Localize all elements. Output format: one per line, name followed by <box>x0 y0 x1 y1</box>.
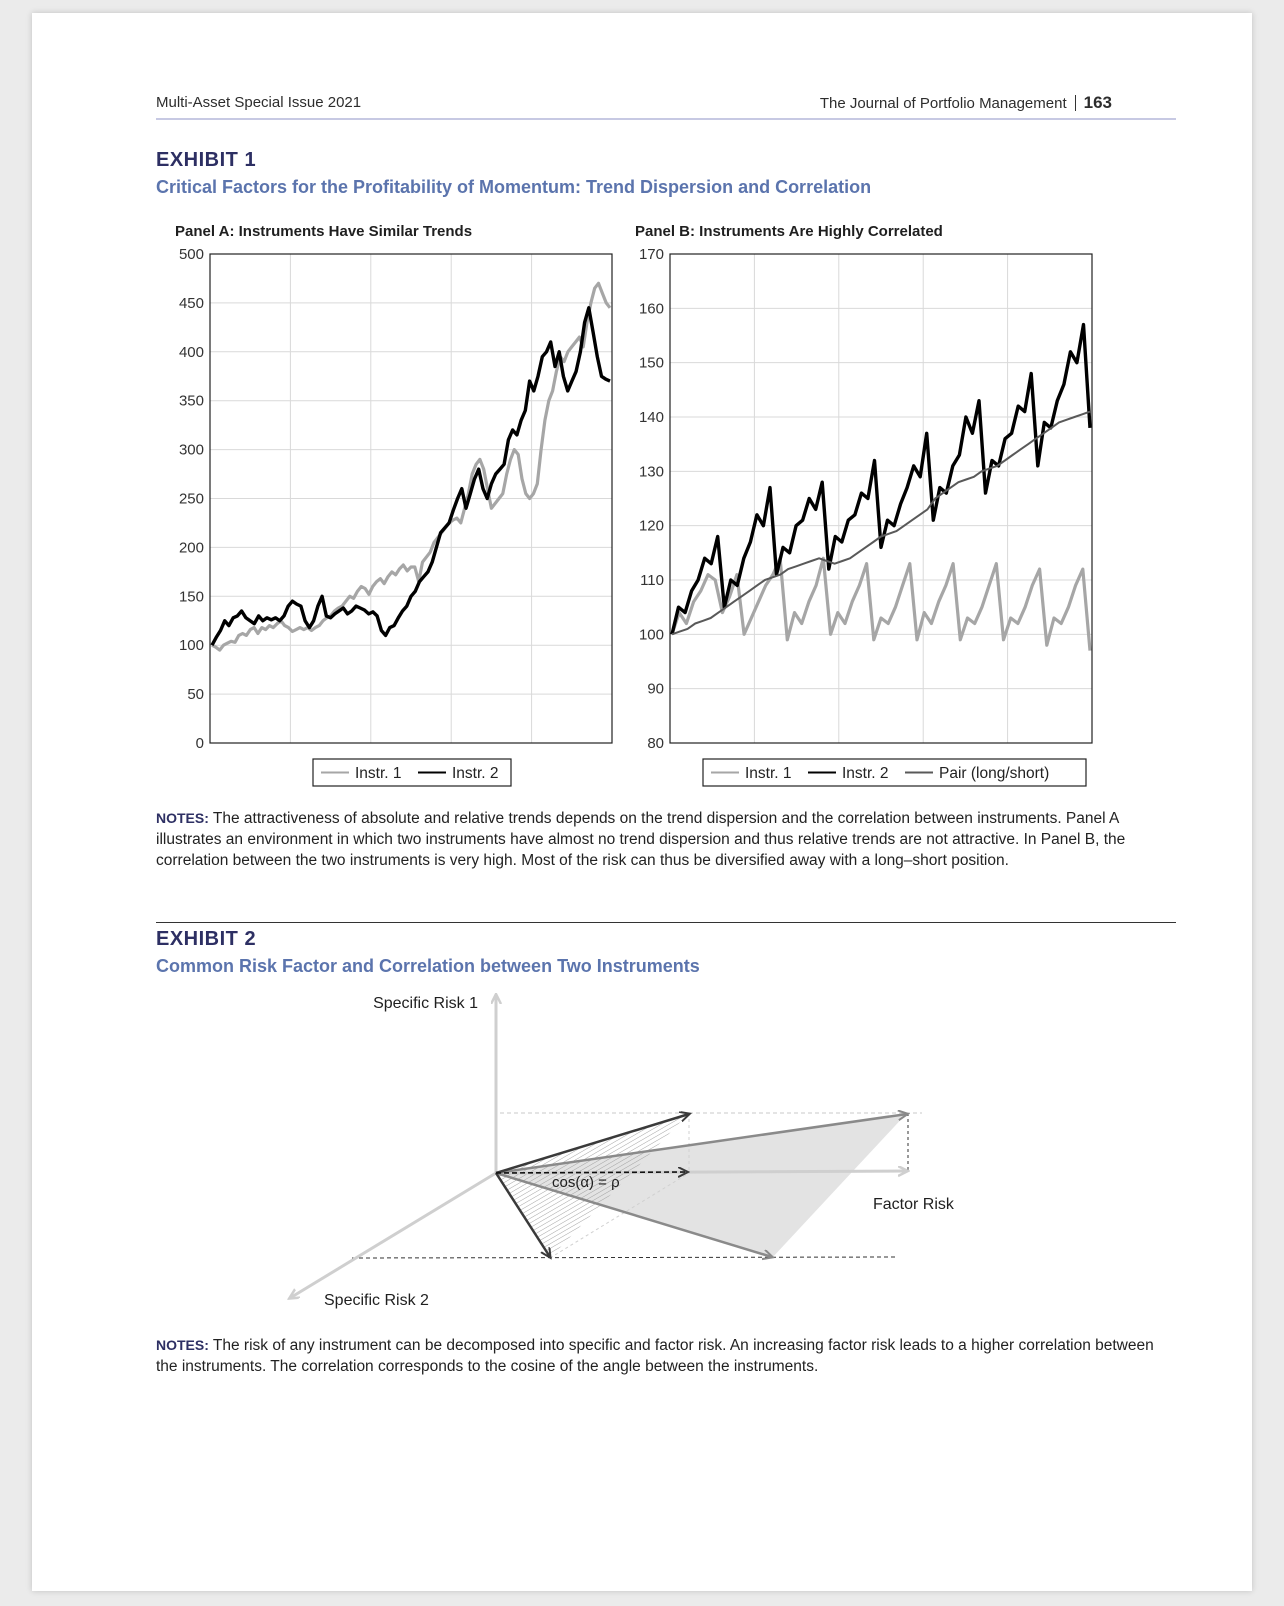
y-tick-label: 350 <box>179 393 204 410</box>
y-tick-label: 50 <box>187 686 204 703</box>
y-tick-label: 130 <box>639 463 664 480</box>
journal-page: Multi-Asset Special Issue 2021 The Journ… <box>32 13 1252 1591</box>
specific-risk-1-label: Specific Risk 1 <box>373 995 478 1012</box>
y-tick-label: 170 <box>639 246 664 263</box>
y-tick-label: 150 <box>179 588 204 605</box>
instrument-vector-1-down <box>494 1172 550 1257</box>
series-line-pair-long-short- <box>671 410 1091 636</box>
legend-label: Instr. 1 <box>745 765 792 782</box>
exhibit1-title: Critical Factors for the Profitability o… <box>156 177 872 197</box>
plot-frame <box>209 253 613 744</box>
y-tick-label: 450 <box>179 295 204 312</box>
section-rule <box>156 922 1176 923</box>
notes-label: NOTES: <box>156 1337 209 1353</box>
notes-text: The attractiveness of absolute and relat… <box>156 810 1126 869</box>
y-tick-label: 110 <box>640 572 664 589</box>
legend-label: Instr. 1 <box>355 765 402 782</box>
y-tick-label: 150 <box>639 355 664 372</box>
header-rule <box>156 118 1176 120</box>
specific-risk-2-label: Specific Risk 2 <box>324 1292 429 1309</box>
panel-b-title: Panel B: Instruments Are Highly Correlat… <box>635 223 943 240</box>
y-tick-label: 200 <box>179 539 204 556</box>
instrument-vector-2-up <box>495 1114 907 1175</box>
y-tick-label: 100 <box>639 626 664 643</box>
cos-alpha-label: cos(α) = ρ <box>552 1174 620 1191</box>
legend-box <box>702 758 1087 787</box>
y-tick-label: 120 <box>639 518 664 535</box>
y-tick-label: 300 <box>179 442 204 459</box>
panel-b-chart: 80 90 100 110 120 130 140 150 160 170 Instr. 1 Inst… <box>639 246 1093 787</box>
y-tick-label: 160 <box>639 300 664 317</box>
hatched-triangle <box>496 1113 689 1258</box>
y-tick-label: 140 <box>639 409 664 426</box>
y-tick-label: 500 <box>179 246 204 263</box>
y-tick-label: 400 <box>179 344 204 361</box>
journal-name: The Journal of Portfolio Management <box>819 95 1067 112</box>
instrument-vector-2-down <box>495 1171 772 1257</box>
legend-label: Pair (long/short) <box>939 765 1049 782</box>
exhibit2-notes: NOTES: The risk of any instrument can be… <box>156 1335 1176 1377</box>
exhibit1-label: EXHIBIT 1 <box>156 149 257 171</box>
y-tick-label: 90 <box>647 681 664 698</box>
dashed-guide-bottom <box>351 1256 898 1259</box>
header-separator <box>1074 95 1076 111</box>
panel-a-title: Panel A: Instruments Have Similar Trends <box>175 223 473 240</box>
notes-label: NOTES: <box>156 810 209 826</box>
plot-frame <box>669 253 1093 744</box>
specific-risk-2-axis <box>290 1171 497 1298</box>
exhibit2-label: EXHIBIT 2 <box>156 928 257 950</box>
instrument-vector-1-up <box>495 1114 689 1175</box>
factor-risk-label: Factor Risk <box>873 1196 955 1213</box>
y-tick-label: 100 <box>179 637 204 654</box>
y-tick-label: 80 <box>647 735 664 752</box>
series-line-instr-2 <box>210 306 611 647</box>
y-tick-label: 0 <box>196 735 204 752</box>
exhibit2-title: Common Risk Factor and Correlation betwe… <box>156 956 700 976</box>
issue-label: Multi-Asset Special Issue 2021 <box>156 94 362 111</box>
running-header: The Journal of Portfolio Management 163 <box>820 92 1112 113</box>
panel-a-chart: 0 50 100 150 200 250 300 350 400 450 500 Instr. 1 In… <box>179 246 613 787</box>
factor-risk-axis <box>495 1171 907 1173</box>
risk-vector-diagram: Specific Risk 1 Specific Risk 2 Factor R… <box>32 993 955 1309</box>
series-line-instr-1 <box>670 556 1092 651</box>
series-line-instr-2 <box>670 322 1092 635</box>
y-tick-label: 250 <box>179 491 204 508</box>
legend-label: Instr. 2 <box>452 765 499 782</box>
exhibit1-charts: 0 50 100 150 200 250 300 350 400 450 500 Instr. 1 In… <box>179 246 1093 787</box>
notes-text: The risk of any instrument can be decomp… <box>156 1337 1154 1375</box>
page-number: 163 <box>1083 93 1112 112</box>
legend-label: Instr. 2 <box>842 765 889 782</box>
exhibit1-notes: NOTES: The attractiveness of absolute an… <box>156 808 1176 871</box>
large-triangle <box>496 1113 907 1258</box>
series-line-instr-1 <box>211 281 612 652</box>
